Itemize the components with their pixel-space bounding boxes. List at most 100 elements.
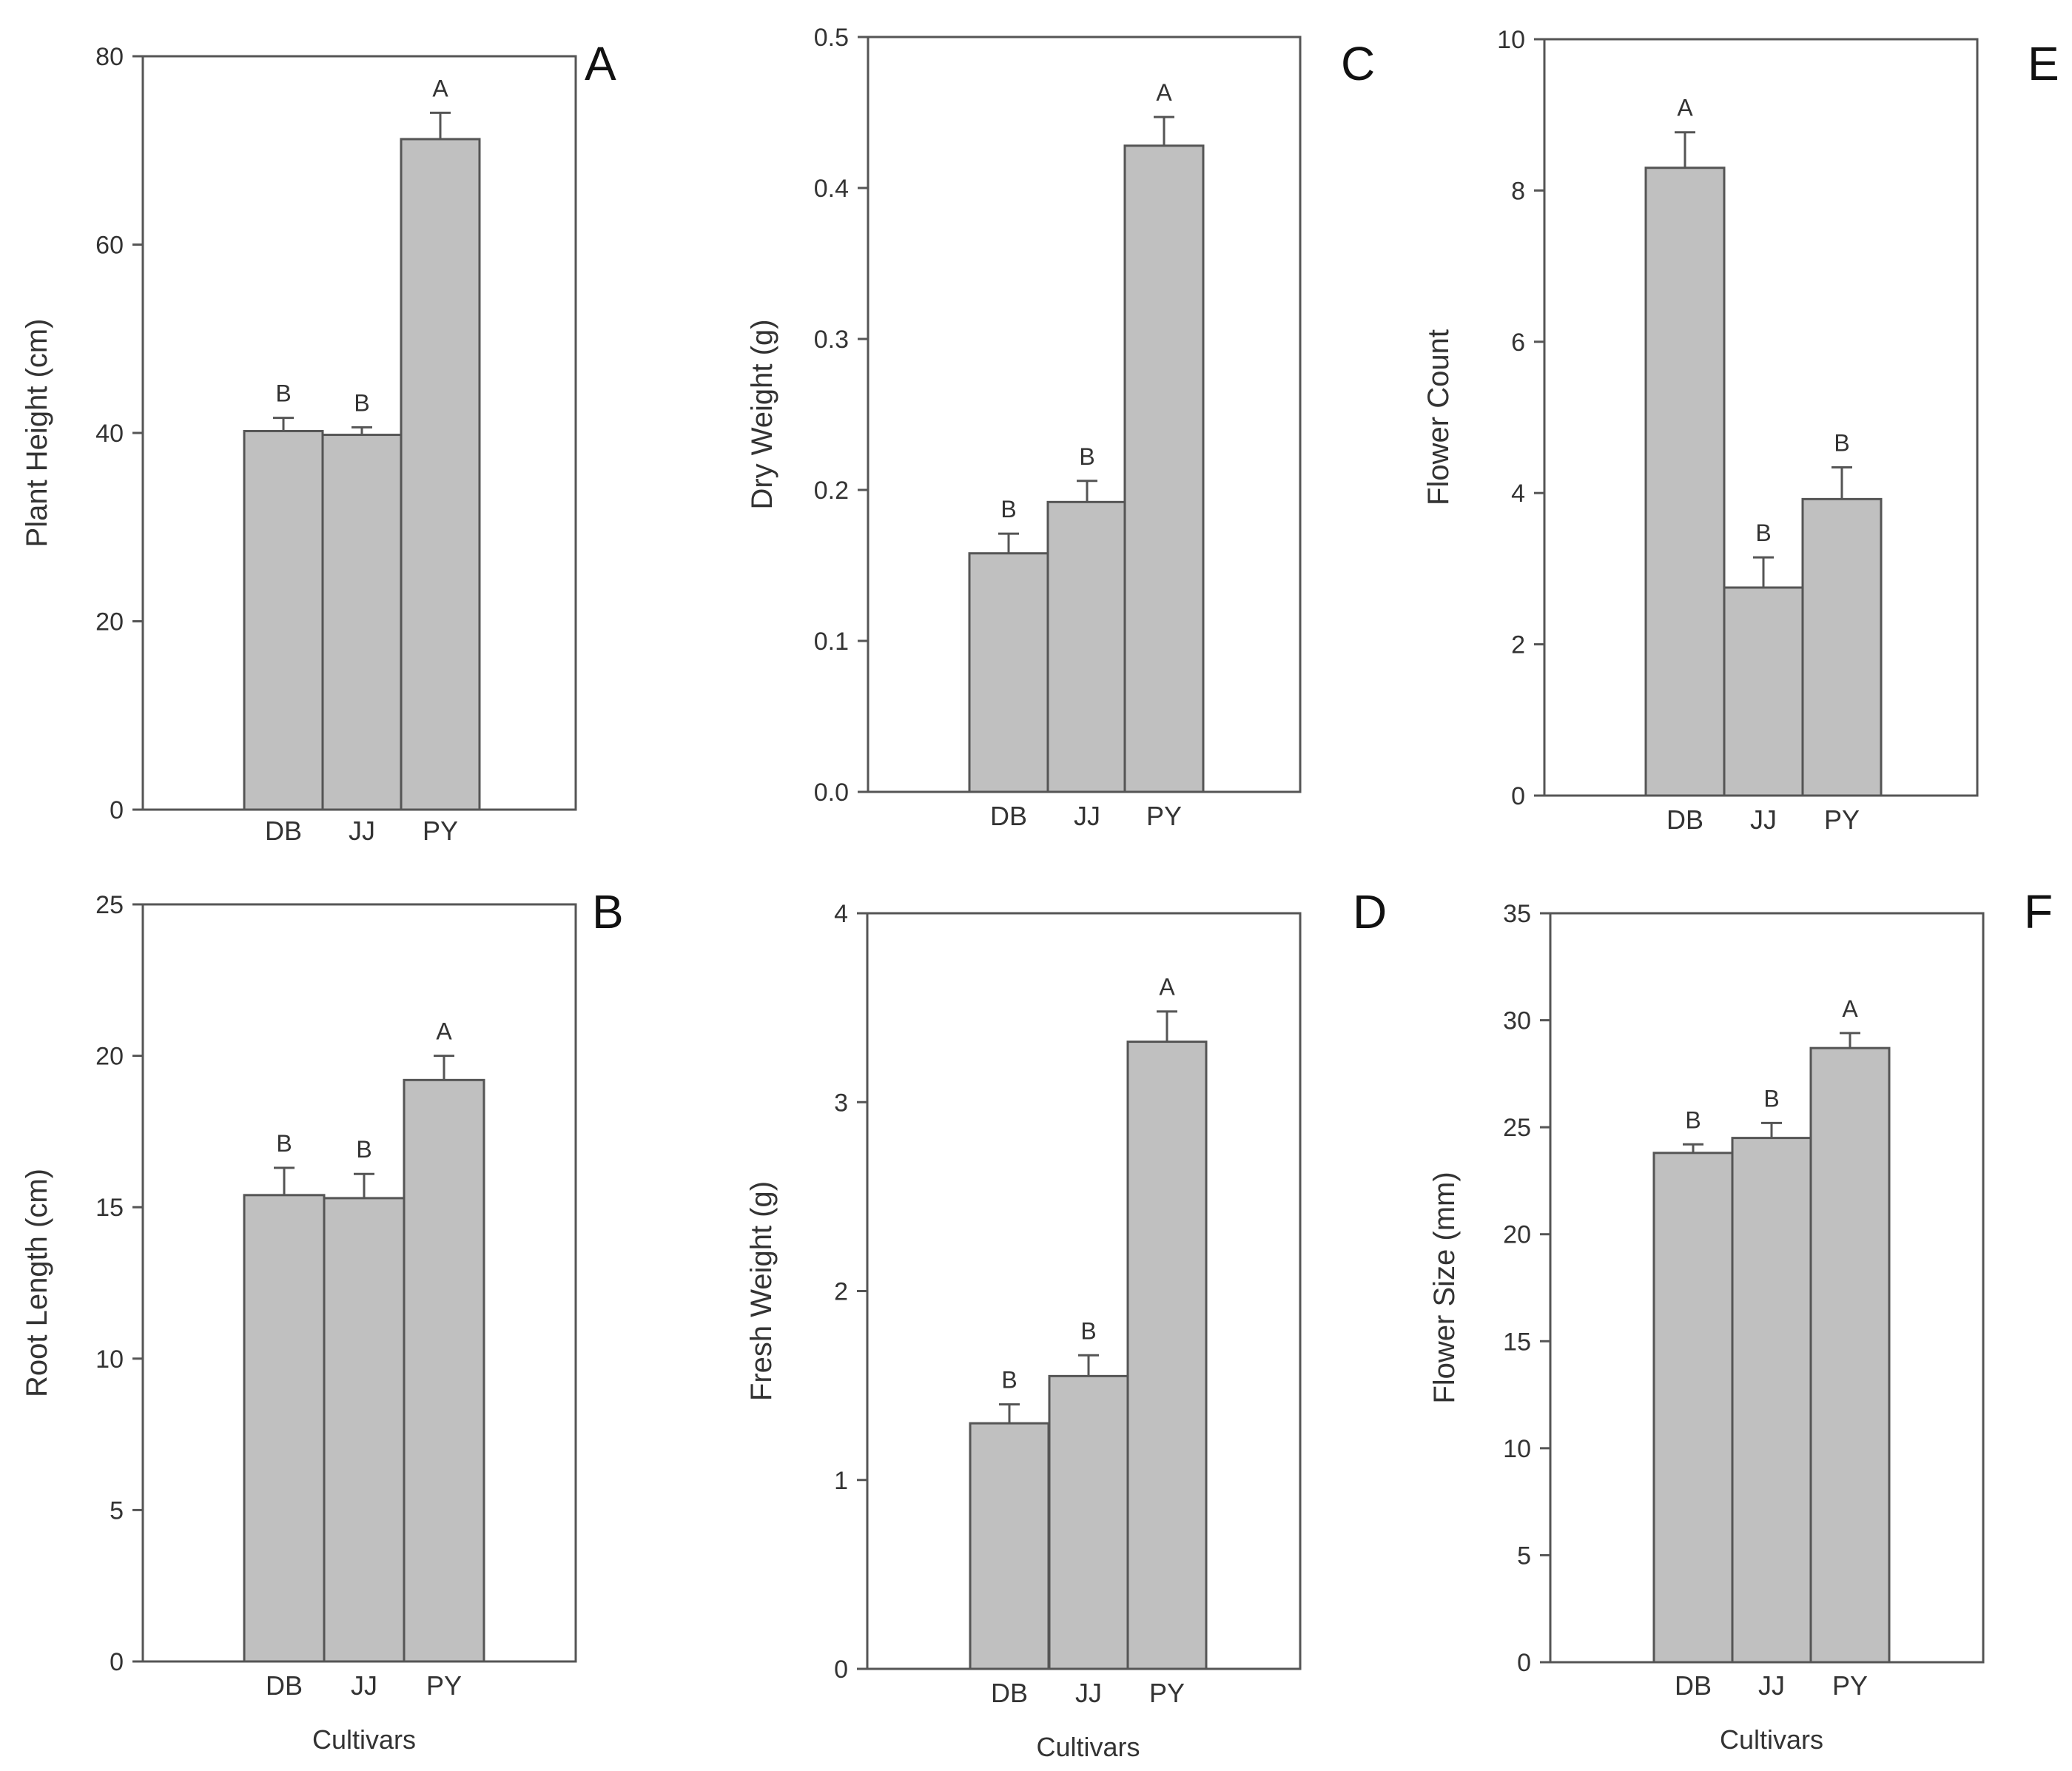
significance-label-jj: B bbox=[1763, 1085, 1779, 1112]
y-tick-label: 0 bbox=[834, 1656, 848, 1684]
bar-jj bbox=[1048, 1374, 1129, 1670]
bar-py bbox=[1123, 144, 1205, 793]
panel-letter: B bbox=[592, 885, 624, 938]
y-axis-title: Flower Count bbox=[1422, 329, 1455, 505]
panel-letter: C bbox=[1341, 37, 1375, 90]
y-tick-label: 20 bbox=[1503, 1221, 1531, 1249]
y-tick-label: 8 bbox=[1511, 177, 1525, 205]
significance-label-jj: B bbox=[1080, 1317, 1096, 1344]
bar-jj bbox=[321, 434, 403, 811]
significance-label-jj: B bbox=[1755, 520, 1771, 546]
bar-py bbox=[1801, 497, 1883, 797]
y-axis-title: Dry Weight (g) bbox=[746, 319, 778, 509]
bar-db bbox=[969, 1422, 1050, 1670]
significance-label-py: A bbox=[1156, 79, 1172, 106]
y-tick-label: 0.1 bbox=[814, 628, 849, 656]
y-tick-label: 25 bbox=[1503, 1114, 1531, 1142]
category-label-db: DB bbox=[1675, 1670, 1712, 1701]
bar-py bbox=[403, 1078, 485, 1663]
bar-db bbox=[243, 429, 324, 811]
significance-label-db: B bbox=[276, 1130, 292, 1157]
panel-letter: F bbox=[2024, 885, 2053, 938]
significance-label-jj: B bbox=[356, 1136, 371, 1163]
category-label-jj: JJ bbox=[349, 816, 375, 846]
bar-db bbox=[968, 552, 1049, 793]
panel-letter: D bbox=[1353, 885, 1387, 938]
y-axis-title: Plant Height (cm) bbox=[21, 319, 53, 548]
y-tick-label: 0.4 bbox=[814, 175, 849, 203]
y-tick-label: 10 bbox=[1497, 26, 1525, 54]
bar-db bbox=[1652, 1152, 1734, 1664]
significance-label-jj: B bbox=[354, 389, 369, 416]
y-tick-label: 10 bbox=[95, 1345, 124, 1374]
significance-label-db: B bbox=[1685, 1106, 1701, 1133]
chart-panel-a: 0 20 40 60 80 Plant Height (cm) B DB B JJ A PY A bbox=[21, 37, 616, 846]
category-label-py: PY bbox=[1824, 804, 1860, 835]
y-tick-label: 4 bbox=[834, 900, 848, 928]
bar-py bbox=[400, 138, 481, 811]
y-tick-label: 1 bbox=[834, 1467, 848, 1495]
y-tick-label: 5 bbox=[110, 1496, 124, 1525]
category-label-py: PY bbox=[423, 816, 458, 846]
x-axis-title: Cultivars bbox=[1036, 1732, 1140, 1762]
category-label-py: PY bbox=[426, 1670, 462, 1701]
y-axis-title: Flower Size (mm) bbox=[1428, 1172, 1461, 1403]
significance-label-py: A bbox=[432, 75, 448, 101]
significance-label-py: A bbox=[1159, 974, 1175, 1001]
category-label-db: DB bbox=[991, 1678, 1028, 1708]
category-label-jj: JJ bbox=[1075, 1678, 1102, 1708]
bar-jj bbox=[1731, 1137, 1812, 1664]
category-label-py: PY bbox=[1149, 1678, 1185, 1708]
significance-label-jj: B bbox=[1079, 443, 1094, 470]
y-tick-label: 0 bbox=[1511, 782, 1525, 810]
chart-panel-b: 0 5 10 15 20 25 Root Length (cm) B DB B JJ A PY Culti… bbox=[21, 885, 624, 1755]
category-label-db: DB bbox=[990, 801, 1027, 831]
y-tick-label: 80 bbox=[95, 43, 124, 71]
panel-letter: A bbox=[585, 37, 616, 90]
significance-label-db: B bbox=[275, 380, 291, 407]
y-tick-label: 0.0 bbox=[814, 779, 849, 807]
y-tick-label: 60 bbox=[95, 232, 124, 260]
bar-py bbox=[1126, 1041, 1208, 1670]
x-axis-title: Cultivars bbox=[312, 1724, 416, 1755]
y-tick-label: 0 bbox=[110, 796, 124, 824]
y-tick-label: 25 bbox=[95, 891, 124, 919]
bar-jj bbox=[323, 1197, 406, 1663]
chart-panel-e: 0 2 4 6 8 10 Flower Count A DB B JJ B PY E bbox=[1422, 26, 2059, 835]
y-tick-label: 4 bbox=[1511, 480, 1525, 508]
y-axis-title: Root Length (cm) bbox=[21, 1169, 53, 1397]
y-tick-label: 10 bbox=[1503, 1435, 1531, 1463]
bar-py bbox=[1809, 1046, 1891, 1664]
y-tick-label: 35 bbox=[1503, 900, 1531, 928]
significance-label-py: A bbox=[436, 1018, 452, 1045]
significance-label-db: B bbox=[1001, 1367, 1017, 1394]
significance-label-py: A bbox=[1842, 995, 1858, 1022]
chart-panel-c: 0.0 0.1 0.2 0.3 0.4 0.5 Dry Weight (g) B DB B JJ A P… bbox=[746, 24, 1375, 831]
chart-panel-d: 0 1 2 3 4 Fresh Weight (g) B DB B JJ A PY Cultivars D bbox=[745, 885, 1387, 1762]
y-tick-label: 0.3 bbox=[814, 326, 849, 354]
category-label-db: DB bbox=[1666, 804, 1703, 835]
category-label-db: DB bbox=[265, 816, 302, 846]
y-tick-label: 6 bbox=[1511, 329, 1525, 357]
bar-jj bbox=[1046, 500, 1128, 793]
y-tick-label: 40 bbox=[95, 420, 124, 448]
y-tick-label: 15 bbox=[95, 1194, 124, 1222]
significance-label-db: B bbox=[1000, 496, 1016, 522]
significance-label-py: B bbox=[1834, 429, 1849, 456]
category-label-db: DB bbox=[266, 1670, 303, 1701]
bar-db bbox=[243, 1194, 326, 1663]
chart-panel-f: 0 5 10 15 20 25 30 35 Flower Size (mm) B DB B JJ A PY C… bbox=[1428, 885, 2053, 1755]
category-label-py: PY bbox=[1832, 1670, 1868, 1701]
category-label-jj: JJ bbox=[1758, 1670, 1785, 1701]
bar-db bbox=[1644, 167, 1726, 797]
category-label-jj: JJ bbox=[1750, 804, 1777, 835]
category-label-jj: JJ bbox=[1074, 801, 1100, 831]
y-tick-label: 30 bbox=[1503, 1007, 1531, 1035]
y-tick-label: 5 bbox=[1517, 1542, 1531, 1570]
y-tick-label: 0 bbox=[1517, 1649, 1531, 1677]
y-tick-label: 15 bbox=[1503, 1328, 1531, 1356]
y-tick-label: 2 bbox=[834, 1278, 848, 1306]
category-label-jj: JJ bbox=[351, 1670, 377, 1701]
y-tick-label: 0 bbox=[110, 1648, 124, 1676]
